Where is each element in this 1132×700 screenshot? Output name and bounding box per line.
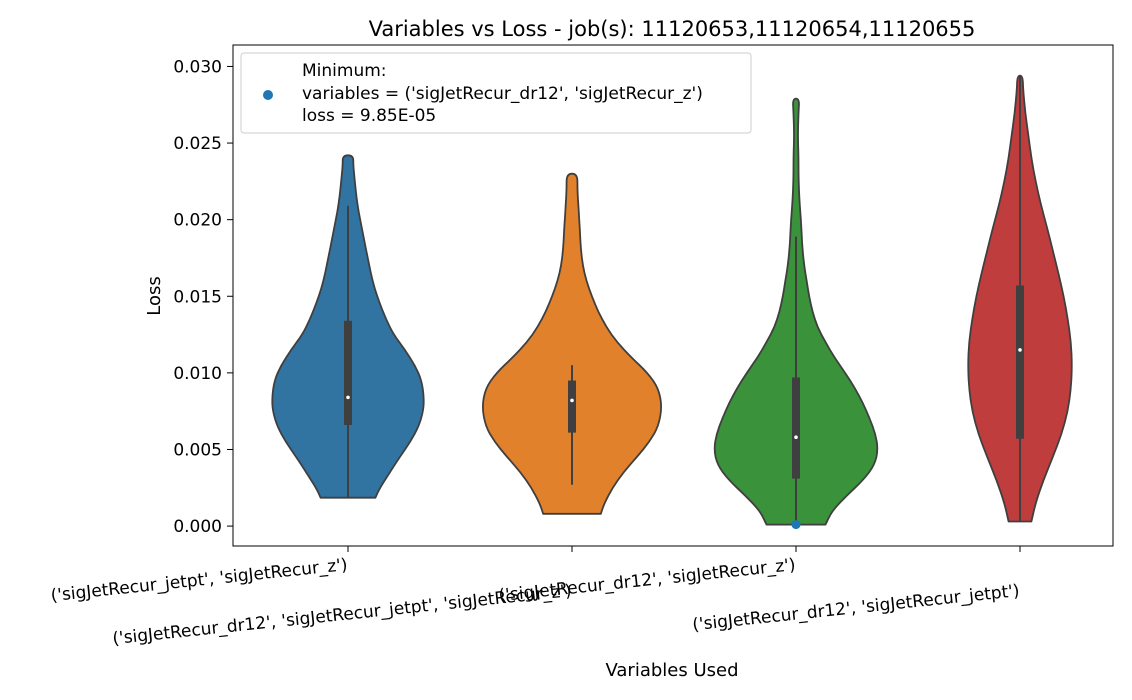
violin-iqr-box: [568, 380, 576, 433]
legend: Minimum: variables = ('sigJetRecur_dr12',…: [240, 52, 752, 134]
legend-text-line: variables = ('sigJetRecur_dr12', 'sigJet…: [302, 84, 703, 104]
x-axis-label: Variables Used: [605, 660, 738, 681]
legend-box: [240, 52, 752, 134]
y-tick-label: 0.025: [173, 134, 222, 154]
y-axis-label: Loss: [144, 276, 165, 315]
x-axis: ('sigJetRecur_jetpt', 'sigJetRecur_z') ('…: [50, 546, 1021, 649]
y-tick-label: 0.010: [173, 364, 222, 384]
y-tick-label: 0.020: [173, 211, 222, 231]
y-tick-label: 0.005: [173, 440, 222, 460]
violin-median-dot: [346, 395, 350, 400]
violin-median-dot: [1018, 348, 1022, 352]
legend-marker: [263, 90, 273, 100]
violin-median-dot: [570, 398, 574, 403]
violin-iqr-box: [1016, 285, 1024, 439]
violin-iqr-box: [344, 320, 352, 425]
plot-frame: [232, 44, 1114, 547]
minimum-point-marker: [791, 520, 801, 530]
violin-layer: [271, 74, 1073, 530]
y-tick-label: 0.000: [173, 517, 222, 537]
violin-body: [482, 172, 662, 515]
x-tick-label: ('sigJetRecur_jetpt', 'sigJetRecur_z'): [50, 555, 349, 606]
violin-median-dot: [794, 435, 798, 440]
y-axis: 0.000 0.005 0.010 0.015 0.020 0.025 0.030: [173, 57, 233, 537]
x-tick-label: ('sigJetRecur_dr12', 'sigJetRecur_jetpt'…: [691, 581, 1020, 635]
violin-iqr-box: [792, 377, 800, 479]
chart-title: Variables vs Loss - job(s): 11120653,111…: [369, 17, 976, 41]
x-tick-label: ('sigJetRecur_dr12', 'sigJetRecur_z'): [498, 555, 797, 606]
legend-text-line: Minimum:: [302, 61, 387, 81]
legend-text-line: loss = 9.85E-05: [302, 106, 436, 126]
y-tick-label: 0.015: [173, 287, 222, 307]
y-tick-label: 0.030: [173, 57, 222, 77]
